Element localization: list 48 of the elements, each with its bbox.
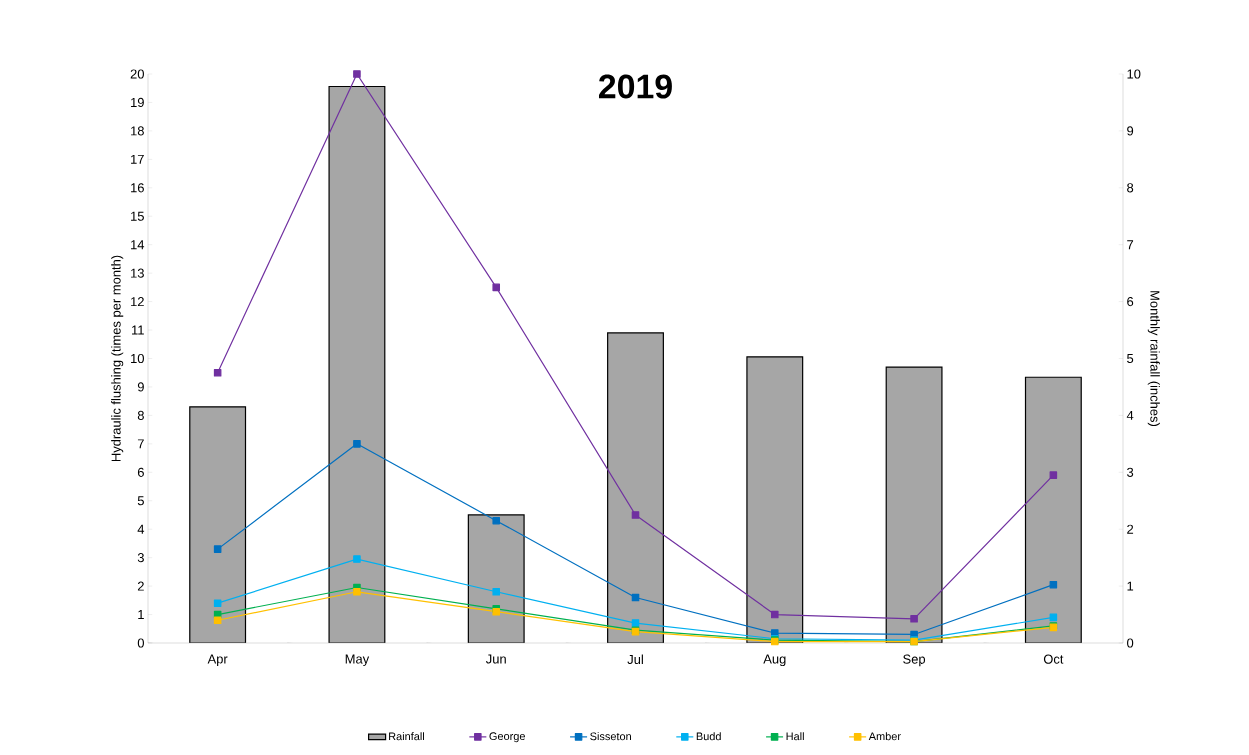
y-tick-label: 19 [131,97,144,108]
y2-tick-label: 6 [1127,297,1134,307]
y-tick-label: 8 [137,410,144,420]
y-tick-label: 2 [137,581,144,591]
legend-label: George [489,732,525,743]
y-tick-label: 0 [137,638,144,648]
y-tick-label: 12 [131,297,144,307]
y-tick-label: 1 [138,610,144,620]
y-tick-label: 16 [131,183,144,193]
y-tick-label: 4 [137,524,145,534]
y-tick-label: 10 [131,353,144,364]
y-tick-label: 5 [137,496,144,506]
y-tick-label: 14 [131,240,145,250]
chart-title: 2019 [599,74,672,99]
y-tick-label: 9 [137,382,144,392]
x-tick-label: Oct [1043,654,1064,664]
y2-tick-label: 9 [1127,126,1134,136]
y2-tick-label: 0 [1127,638,1134,648]
x-tick-label: May [345,654,370,667]
y-tick-label: 6 [137,467,144,477]
y-tick-label: 3 [137,553,144,563]
y-tick-label: 20 [130,69,144,79]
x-tick-label: Jul [627,654,643,665]
y2-tick-label: 1 [1127,581,1134,591]
y-tick-label: 7 [137,439,144,449]
y2-tick-label: 4 [1126,410,1134,420]
y2-axis-title: Monthly rainfall (inches) [1147,291,1160,427]
y-axis-title: Hydraulic flushing (times per month) [111,255,124,462]
y-tick-label: 18 [131,126,144,136]
x-tick-label: Apr [207,654,228,667]
x-tick-label: Jun [485,654,506,664]
y-tick-label: 15 [131,211,144,221]
y2-tick-label: 7 [1127,240,1134,250]
y2-tick-label: 8 [1127,183,1134,193]
y-tick-label: 11 [132,325,144,335]
x-tick-label: Sep [903,654,926,667]
y-tick-label: 17 [131,154,144,164]
legend-label: Budd [696,732,721,741]
y-tick-label: 13 [131,268,144,278]
y2-tick-label: 5 [1127,353,1134,364]
x-tick-label: Aug [763,654,786,667]
y2-tick-label: 2 [1127,524,1134,534]
legend-label: Rainfall [389,732,424,741]
y2-tick-label: 3 [1127,467,1134,477]
y2-tick-label: 10 [1127,69,1141,79]
legend-label: Sisseton [590,732,631,741]
legend-label: Hall [786,732,804,741]
legend-label: Amber [868,732,901,741]
